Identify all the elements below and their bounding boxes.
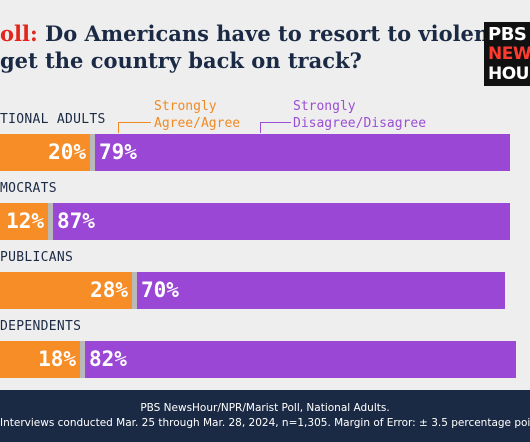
bar-agree: [0, 272, 132, 309]
legend-disagree: Strongly Disagree/Disagree: [293, 98, 426, 132]
legend-agree-line-2: Agree/Agree: [154, 116, 241, 131]
bar-agree: [0, 134, 90, 171]
bar-separator: [90, 134, 95, 171]
bar-separator: [48, 203, 53, 240]
value-label-disagree: 87%: [57, 209, 95, 233]
bar-disagree: [95, 134, 510, 171]
legend-agree: Strongly Agree/Agree: [154, 98, 240, 132]
footer: PBS NewsHour/NPR/Marist Poll, National A…: [0, 390, 530, 442]
value-label-agree: 12%: [6, 209, 44, 233]
value-label-agree: 28%: [90, 278, 128, 302]
footer-methodology: Interviews conducted Mar. 25 through Mar…: [0, 417, 530, 429]
bar-separator: [132, 272, 137, 309]
legend-agree-leader: [118, 122, 151, 133]
legend-agree-line-1: Strongly: [154, 99, 217, 114]
group-label: PUBLICANS: [0, 250, 74, 265]
legend-disagree-line-2: Disagree/Disagree: [293, 116, 427, 131]
group-label: TIONAL ADULTS: [0, 112, 106, 127]
value-label-agree: 20%: [48, 140, 86, 164]
bar-disagree: [85, 341, 516, 378]
footer-source: PBS NewsHour/NPR/Marist Poll, National A…: [140, 402, 390, 414]
logo-line-1: PBS: [488, 24, 527, 45]
value-label-disagree: 79%: [99, 140, 137, 164]
group-label: DEPENDENTS: [0, 319, 82, 334]
pbs-newshour-logo: PBS NEWS HOUR: [484, 22, 530, 86]
value-label-disagree: 82%: [89, 347, 127, 371]
logo-line-2: NEWS: [488, 44, 530, 64]
logo-line-3: HOUR: [488, 64, 530, 84]
title-line-2: get the country back on track?: [0, 48, 362, 73]
bar-disagree: [137, 272, 505, 309]
bar-disagree: [53, 203, 510, 240]
chart-title: oll: Do Americans have to resort to viol…: [0, 20, 515, 74]
bar-separator: [80, 341, 85, 378]
bar-agree: [0, 341, 80, 378]
value-label-disagree: 70%: [141, 278, 179, 302]
value-label-agree: 18%: [38, 347, 76, 371]
bar-agree: [0, 203, 48, 240]
title-prefix: oll:: [0, 21, 38, 46]
group-label: MOCRATS: [0, 181, 57, 196]
legend-disagree-leader: [260, 122, 291, 133]
legend-disagree-line-1: Strongly: [293, 99, 356, 114]
title-line-1: Do Americans have to resort to violence: [45, 21, 516, 46]
